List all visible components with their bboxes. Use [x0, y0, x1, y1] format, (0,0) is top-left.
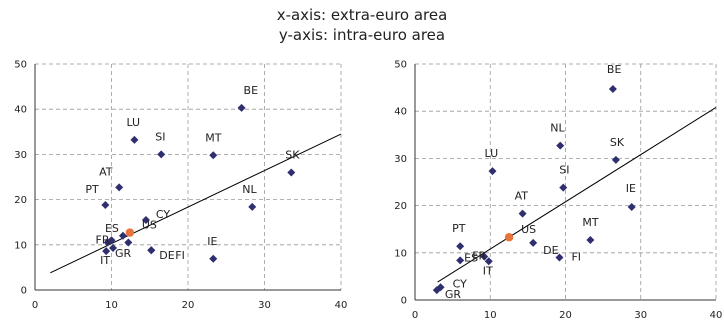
chart1-point-label-fi: FI: [175, 249, 185, 262]
chart1-point-mt: [209, 151, 218, 160]
chart2-point-label-at: AT: [515, 190, 529, 203]
chart1-point-unlabeled: [124, 238, 133, 247]
chart2-point-label-pt: PT: [452, 222, 466, 235]
chart2-point-label-de: DE: [543, 244, 558, 257]
chart2-point-si: [559, 183, 568, 192]
chart1-point-label-pt: PT: [85, 183, 99, 196]
chart2-point-us: [504, 233, 514, 242]
chart1-point-nl: [248, 202, 257, 211]
chart1-point-unlabeled: [103, 238, 112, 247]
chart1-point-label-mt: MT: [205, 131, 221, 144]
chart1-point-cy: [141, 215, 150, 224]
chart1-point-be: [237, 103, 246, 112]
chart1-y-tick-label: 20: [14, 195, 27, 206]
chart2-x-tick-label: 40: [710, 310, 723, 321]
chart2-x-tick-label: 30: [634, 310, 647, 321]
chart2-point-label-sk: SK: [610, 136, 625, 149]
chart2-point-fi: [555, 253, 564, 262]
chart1-y-tick-label: 40: [14, 105, 27, 116]
chart1-point-fi: [147, 246, 156, 255]
chart2-y-tick-label: 40: [394, 107, 407, 118]
chart2-point-sk: [611, 155, 620, 164]
chart1-point-label-us: US: [142, 219, 157, 232]
chart2-point-label-mt: MT: [582, 216, 598, 229]
chart2-point-es: [456, 256, 465, 265]
chart2-point-lu: [488, 167, 497, 176]
chart2-point-nl: [556, 141, 565, 150]
chart1-point-label-at: AT: [99, 165, 113, 178]
chart1-y-tick-label: 30: [14, 150, 27, 161]
chart2-point-label-cy: CY: [453, 277, 467, 290]
chart2-point-at: [518, 209, 527, 218]
chart1-point-label-it: IT: [100, 254, 110, 267]
chart1-point-at: [115, 183, 124, 192]
chart2-point-label-be: BE: [607, 63, 622, 76]
chart2-point-label-lu: LU: [485, 147, 499, 160]
chart1-point-label-be: BE: [244, 84, 259, 97]
chart1-point-lu: [130, 135, 139, 144]
chart1-point-es: [118, 231, 127, 240]
chart2-x-tick-label: 10: [484, 310, 497, 321]
chart1-point-label-sk: SK: [285, 148, 300, 161]
chart1-point-si: [157, 150, 166, 159]
chart1-point-pt: [101, 201, 110, 210]
chart1-x-tick-label: 0: [32, 300, 38, 311]
chart2-point-label-fr: FR: [472, 250, 486, 263]
chart1-point-label-si: SI: [155, 130, 165, 143]
chart2-point-label-ie: IE: [626, 182, 636, 195]
chart2-x-tick-label: 20: [559, 310, 572, 321]
chart1-point-label-lu: LU: [126, 116, 140, 129]
chart2-y-tick-label: 30: [394, 154, 407, 165]
chart1-trendline: [50, 133, 342, 274]
chart1-x-tick-label: 40: [335, 300, 348, 311]
chart1-point-label-fr: FR: [96, 233, 110, 246]
chart-caption-x-axis: x-axis: extra-euro area: [276, 6, 448, 24]
chart2-point-fr: [480, 252, 489, 261]
chart2-point-label-us: US: [521, 223, 536, 236]
chart1-point-ie: [209, 254, 218, 263]
chart2-point-mt: [586, 236, 595, 245]
chart2-point-de: [529, 238, 538, 247]
chart1-point-label-gr: GR: [115, 247, 132, 260]
chart2-point-label-es: ES: [464, 251, 478, 264]
chart2-point-ie: [627, 203, 636, 212]
chart2-y-tick-label: 20: [394, 201, 407, 212]
chart1-point-label-es: ES: [105, 222, 119, 235]
chart1-point-gr: [109, 243, 118, 252]
chart1-x-tick-label: 10: [105, 300, 118, 311]
chart2-point-it: [484, 257, 493, 266]
chart2-point-label-gr: GR: [445, 288, 462, 301]
chart-caption-y-axis: y-axis: intra-euro area: [278, 26, 446, 44]
chart1-y-tick-label: 10: [14, 240, 27, 251]
chart2-y-tick-label: 0: [401, 296, 407, 307]
chart1-point-label-cy: CY: [156, 208, 170, 221]
chart1-x-tick-label: 30: [258, 300, 271, 311]
chart1-point-it: [102, 247, 111, 256]
chart2-point-label-nl: NL: [550, 122, 565, 135]
chart1-point-label-de: DE: [159, 249, 174, 262]
chart2-point-label-it: IT: [483, 264, 493, 277]
chart2-point-gr: [432, 286, 441, 295]
chart2-x-tick-label: 0: [412, 310, 418, 321]
chart1-y-tick-label: 50: [14, 60, 27, 71]
chart1-x-tick-label: 20: [182, 300, 195, 311]
chart2-y-tick-label: 50: [394, 60, 407, 71]
chart2-point-label-si: SI: [559, 164, 569, 177]
chart2-point-pt: [456, 242, 465, 251]
chart1-point-label-nl: NL: [242, 183, 257, 196]
chart1-point-label-ie: IE: [207, 235, 217, 248]
chart1-y-tick-label: 0: [21, 286, 27, 297]
chart2-point-label-fi: FI: [571, 251, 581, 264]
chart1-point-sk: [287, 168, 296, 177]
chart2-point-be: [608, 85, 617, 94]
chart1-point-us: [125, 228, 135, 237]
chart2-y-tick-label: 10: [394, 248, 407, 259]
